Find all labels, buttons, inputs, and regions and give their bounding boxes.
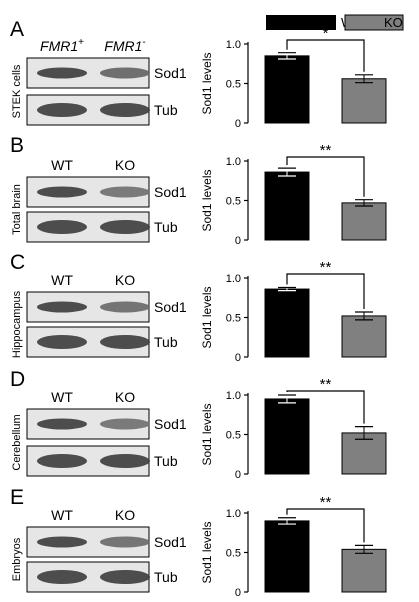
blot-sod1-label: Sod1 <box>154 534 187 550</box>
blot-band <box>37 220 87 234</box>
blot-band <box>100 454 150 468</box>
significance-bracket <box>286 156 365 197</box>
y-tick-label: 1.0 <box>226 273 241 285</box>
blot-sod1-label: Sod1 <box>154 416 187 432</box>
bar-wt <box>264 171 310 241</box>
significance-bracket <box>286 508 365 543</box>
tissue-label: Embryos <box>11 537 23 581</box>
legend-ko-swatch <box>344 14 404 31</box>
y-tick-label: 0.5 <box>226 430 241 442</box>
blot-band <box>100 186 150 198</box>
blot-band <box>37 418 87 430</box>
significance-marker: ** <box>320 259 332 276</box>
y-axis-label: Sod1 levels <box>200 521 214 583</box>
panel-letter: B <box>10 134 24 157</box>
blot-band <box>100 536 150 548</box>
y-tick-label: 0.5 <box>226 196 241 208</box>
significance-bracket <box>286 273 365 309</box>
blot-band <box>100 301 150 313</box>
lane-label: WT <box>51 507 73 523</box>
panel-d: D WT KO Cerebellum Sod1 Tub 0 0.5 1.0 Sod1 levels… <box>10 368 387 481</box>
blot-band <box>37 103 87 117</box>
blot-sod1-label: Sod1 <box>154 65 187 81</box>
bar-ko <box>341 78 387 124</box>
blot-band <box>100 418 150 430</box>
blot-band <box>100 67 150 79</box>
bar-ko <box>341 202 387 241</box>
significance-bracket <box>286 390 365 424</box>
legend-wt-swatch <box>266 15 336 30</box>
panel-b: B WT KO Total brain Sod1 Tub 0 0.5 1.0 Sod1 level… <box>10 134 387 247</box>
lane-label: KO <box>115 389 135 405</box>
significance-marker: ** <box>320 494 332 511</box>
blot-band <box>37 570 87 584</box>
lane-label: KO <box>115 507 135 523</box>
significance-marker: * <box>323 25 329 42</box>
blot-band <box>37 536 87 548</box>
y-tick-label: 0 <box>235 235 241 247</box>
significance-marker: ** <box>320 142 332 159</box>
blot-sod1-label: Sod1 <box>154 299 187 315</box>
blot-band <box>37 454 87 468</box>
blot-band <box>100 103 150 117</box>
tissue-label: Total brain <box>11 184 23 235</box>
y-tick-label: 0.5 <box>226 79 241 91</box>
y-tick-label: 0 <box>235 469 241 481</box>
lane-label: FMR1- <box>104 37 145 54</box>
blot-band <box>37 186 87 198</box>
bar-wt <box>264 55 310 124</box>
bar-ko <box>341 548 387 593</box>
tissue-label: STEK cells <box>11 64 23 118</box>
legend: WT KO <box>266 14 404 31</box>
lane-label: KO <box>115 272 135 288</box>
lane-label: WT <box>51 157 73 173</box>
bar-wt <box>264 398 310 475</box>
blot-band <box>37 67 87 79</box>
panel-e: E WT KO Embryos Sod1 Tub 0 0.5 1.0 Sod1 levels ** <box>10 486 387 599</box>
lane-label: FMR1+ <box>40 37 84 54</box>
panel-letter: C <box>10 251 25 274</box>
blot-sod1-label: Sod1 <box>154 184 187 200</box>
y-tick-label: 0.5 <box>226 548 241 560</box>
blot-band <box>37 301 87 313</box>
panel-c: C WT KO Hippocampus Sod1 Tub 0 0.5 1.0 Sod1 level… <box>10 251 387 364</box>
bar-wt <box>264 288 310 358</box>
legend-ko-label: KO <box>384 15 403 30</box>
panel-letter: E <box>10 486 24 509</box>
lane-label: WT <box>51 272 73 288</box>
y-tick-label: 1.0 <box>226 39 241 51</box>
y-tick-label: 0 <box>235 587 241 599</box>
lane-label: WT <box>51 389 73 405</box>
y-tick-label: 0 <box>235 118 241 130</box>
panel-letter: A <box>10 18 24 41</box>
y-axis-label: Sod1 levels <box>200 286 214 348</box>
y-tick-label: 0 <box>235 352 241 364</box>
bar-wt <box>264 520 310 593</box>
bar-ko <box>341 315 387 358</box>
panel-letter: D <box>10 368 25 391</box>
y-tick-label: 0.5 <box>226 313 241 325</box>
blot-tub-label: Tub <box>154 102 178 118</box>
panel-a: A FMR1+ FMR1- STEK cells Sod1 Tub 0 0.5 1.0 Sod1 … <box>10 18 387 130</box>
blot-tub-label: Tub <box>154 334 178 350</box>
y-axis-label: Sod1 levels <box>200 52 214 114</box>
blot-band <box>100 335 150 349</box>
blot-band <box>100 570 150 584</box>
tissue-label: Cerebellum <box>11 414 23 470</box>
y-axis-label: Sod1 levels <box>200 403 214 465</box>
significance-bracket <box>286 39 365 72</box>
y-axis-label: Sod1 levels <box>200 169 214 231</box>
blot-band <box>37 335 87 349</box>
y-tick-label: 1.0 <box>226 156 241 168</box>
blot-tub-label: Tub <box>154 569 178 585</box>
lane-label: KO <box>115 157 135 173</box>
y-tick-label: 1.0 <box>226 390 241 402</box>
blot-tub-label: Tub <box>154 453 178 469</box>
tissue-label: Hippocampus <box>11 290 23 358</box>
blot-band <box>100 220 150 234</box>
y-tick-label: 1.0 <box>226 508 241 520</box>
significance-marker: ** <box>320 376 332 393</box>
blot-tub-label: Tub <box>154 219 178 235</box>
